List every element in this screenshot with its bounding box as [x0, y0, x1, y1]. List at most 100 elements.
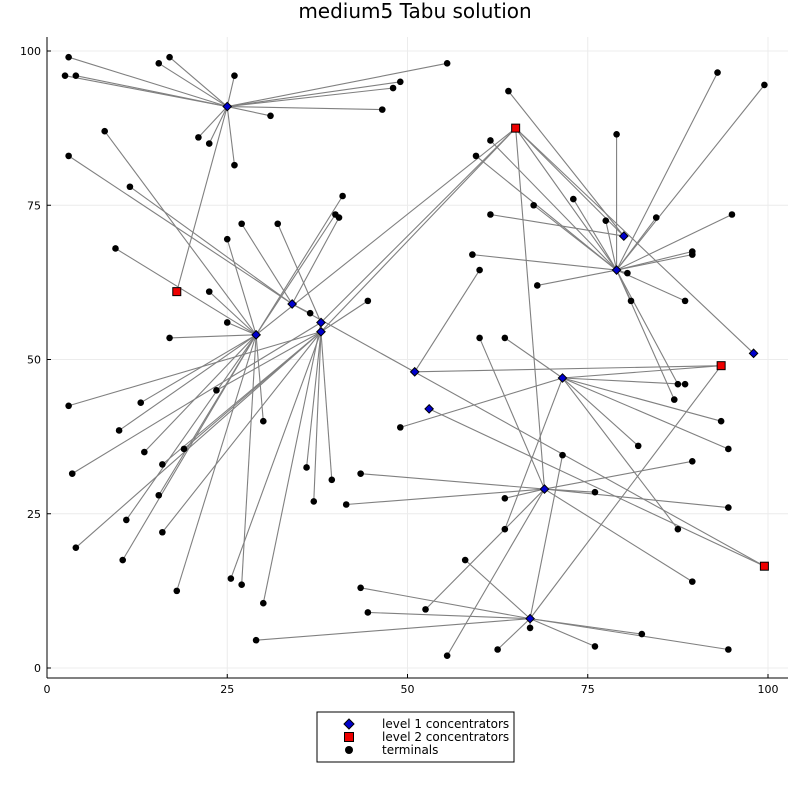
edge-concentrator	[291, 303, 765, 567]
edge-terminal	[125, 334, 257, 521]
edge-terminal	[208, 291, 257, 336]
terminal-point	[725, 646, 732, 653]
terminal-point	[681, 380, 689, 388]
legend-label: level 2 concentrators	[382, 730, 509, 744]
level1-concentrator	[222, 101, 233, 112]
edge-terminal	[68, 155, 293, 305]
edge-terminal	[616, 84, 765, 271]
edge-terminal	[71, 322, 322, 475]
edge-terminal	[320, 331, 333, 480]
terminal-point	[501, 525, 509, 533]
level1-concentrator	[611, 265, 622, 275]
terminal-point	[461, 556, 469, 564]
terminal-point	[101, 127, 108, 135]
edge-terminal	[446, 488, 545, 656]
x-tick-label: 50	[401, 683, 415, 696]
terminal-point	[670, 396, 678, 403]
edge-concentrator	[515, 128, 546, 490]
terminal-point	[501, 495, 509, 502]
terminal-point	[65, 152, 72, 160]
edge-terminal	[529, 618, 729, 651]
terminal-point	[205, 288, 213, 295]
edge-terminal	[346, 488, 545, 506]
terminal-point	[357, 470, 364, 477]
terminal-point	[728, 211, 736, 218]
edge-terminal	[169, 56, 228, 107]
edge-terminal	[616, 214, 733, 271]
edge-terminal	[490, 140, 617, 271]
y-tick-label: 75	[27, 199, 41, 212]
terminal-point	[357, 584, 364, 592]
edge-terminal	[104, 130, 257, 336]
edge-terminal	[616, 250, 693, 271]
edge-terminal	[537, 269, 617, 286]
terminal-point	[123, 516, 130, 524]
edge-terminal	[140, 334, 257, 404]
terminal-point	[613, 130, 620, 138]
terminal-point	[638, 630, 646, 638]
terminal-point	[364, 297, 372, 305]
edge-concentrator	[515, 127, 754, 354]
terminal-point	[61, 72, 69, 79]
terminal-point	[112, 245, 119, 252]
edge-terminal	[255, 334, 264, 422]
terminal-point	[119, 556, 127, 564]
edge-terminal	[313, 331, 322, 502]
x-tick-label: 75	[581, 683, 595, 696]
terminal-point	[227, 575, 235, 582]
edge-terminal	[75, 331, 322, 549]
edge-terminal	[616, 269, 675, 400]
legend-marker-terminal	[345, 746, 353, 754]
edge-terminal	[75, 75, 228, 108]
terminal-point	[126, 183, 134, 191]
terminal-point	[223, 235, 231, 243]
edge-terminal	[262, 322, 322, 604]
edge-terminal	[472, 254, 617, 271]
edge-terminal	[227, 87, 394, 108]
edge-concentrator	[428, 408, 765, 567]
terminal-point	[72, 544, 80, 551]
terminal-point	[72, 72, 80, 79]
edge-terminal	[230, 331, 322, 579]
terminal-point	[487, 211, 494, 218]
terminal-point	[252, 636, 260, 644]
terminal-point	[342, 501, 350, 508]
edge-concentrator	[320, 127, 517, 333]
terminal-point	[476, 266, 483, 274]
edge-terminal	[226, 75, 235, 107]
terminal-point	[530, 201, 537, 209]
edge-terminal	[367, 611, 531, 620]
terminal-point	[714, 69, 721, 76]
edge-concentrator	[562, 365, 722, 379]
terminal-point	[570, 195, 577, 203]
edges	[64, 56, 765, 656]
edge-terminal	[562, 377, 639, 447]
level1-concentrator	[316, 326, 326, 337]
terminal-point	[476, 334, 483, 342]
edge-terminal	[115, 247, 257, 336]
terminal-point	[526, 624, 534, 632]
terminal-point	[238, 581, 245, 589]
edge-terminal	[360, 473, 545, 490]
edge-terminal	[122, 334, 257, 561]
terminal-point	[674, 525, 682, 533]
terminal-point	[159, 461, 166, 468]
terminal-point	[469, 251, 476, 258]
terminal-point	[378, 106, 386, 113]
edge-terminal	[118, 334, 257, 431]
terminal-point	[389, 84, 397, 92]
terminal-point	[335, 214, 343, 221]
edge-terminal	[255, 214, 336, 336]
chart-title: medium5 Tabu solution	[298, 0, 531, 23]
terminal-point	[422, 606, 429, 613]
points	[61, 53, 769, 659]
terminal-point	[213, 387, 220, 394]
terminal-point	[559, 451, 566, 459]
edge-terminal	[169, 334, 257, 339]
terminal-point	[624, 269, 631, 277]
edge-terminal	[176, 334, 257, 592]
edge-terminal	[562, 377, 729, 450]
terminal-point	[681, 297, 689, 305]
terminal-point	[396, 78, 404, 86]
